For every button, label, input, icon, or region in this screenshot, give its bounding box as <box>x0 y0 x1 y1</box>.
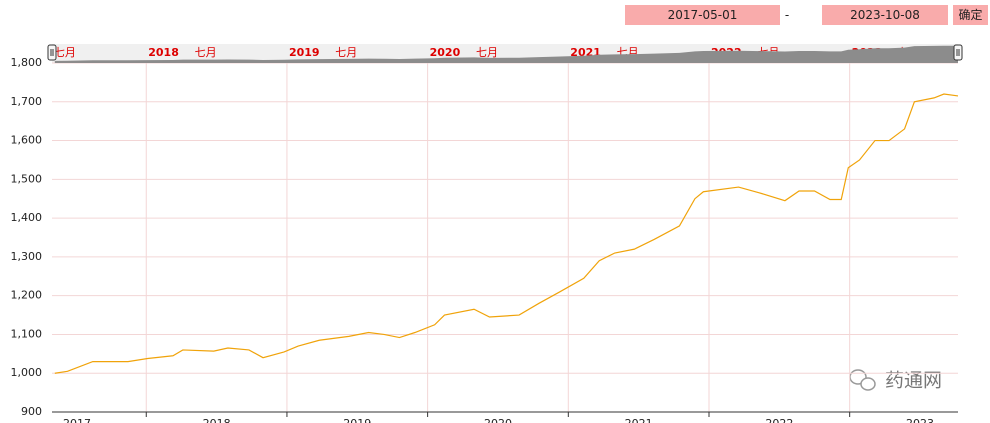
watermark-text: 药通网 <box>885 370 942 392</box>
confirm-button[interactable]: 确定 <box>953 5 988 25</box>
navigator-area <box>54 45 959 63</box>
x-tick-label: 2023 <box>906 417 934 423</box>
y-tick-label: 1,700 <box>11 95 43 108</box>
end-date-input[interactable]: 2023-10-08 <box>822 5 948 25</box>
navigator-label: 2020 <box>430 46 461 59</box>
x-tick-label: 2018 <box>203 417 231 423</box>
y-tick-label: 1,000 <box>11 366 43 379</box>
navigator-label: 七月 <box>54 46 76 59</box>
y-tick-label: 1,400 <box>11 211 43 224</box>
line <box>54 93 959 374</box>
y-tick-label: 1,800 <box>11 56 43 69</box>
x-tick-label: 2021 <box>625 417 653 423</box>
x-tick-label: 2017 <box>63 417 91 423</box>
watermark: 药通网 <box>849 369 942 392</box>
x-tick-label: 2020 <box>484 417 512 423</box>
watermark-icon <box>860 377 876 391</box>
navigator-label: 七月 <box>195 46 217 59</box>
y-tick-label: 1,300 <box>11 250 43 263</box>
separator: - <box>784 8 790 22</box>
x-tick-label: 2019 <box>343 417 371 423</box>
start-date-input[interactable]: 2017-05-01 <box>625 5 780 25</box>
y-tick-label: 900 <box>21 405 42 418</box>
x-tick-label: 2022 <box>765 417 793 423</box>
y-tick-label: 1,600 <box>11 134 43 147</box>
y-tick-label: 1,500 <box>11 172 43 185</box>
navigator-label: 2019 <box>289 46 320 59</box>
y-tick-label: 1,100 <box>11 327 43 340</box>
navigator-label: 七月 <box>335 46 357 59</box>
navigator-handle-left <box>47 44 57 61</box>
y-tick-label: 1,200 <box>11 289 43 302</box>
navigator-handle-right <box>953 44 963 61</box>
navigator-label: 2018 <box>148 46 179 59</box>
navigator-label: 七月 <box>476 46 498 59</box>
